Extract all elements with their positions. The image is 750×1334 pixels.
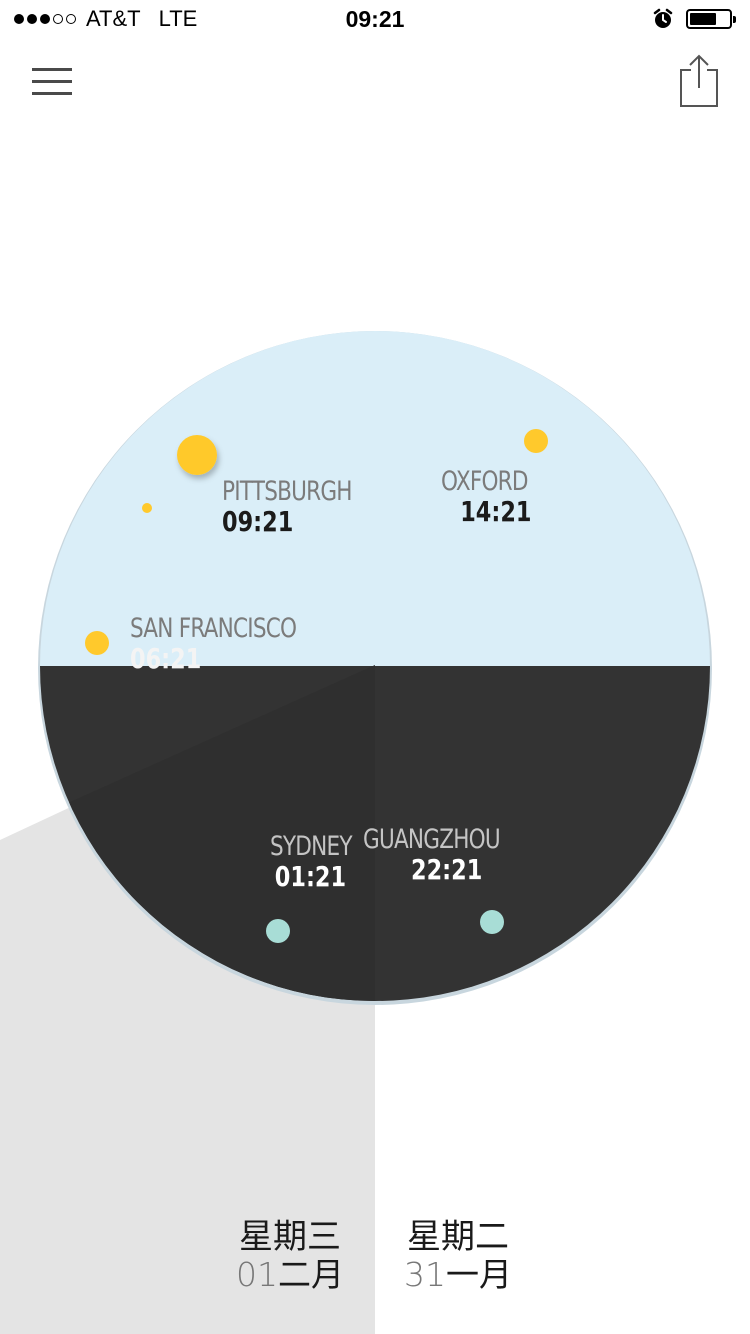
small-sun-icon [142,503,152,513]
weekday-label: 星期二 [407,1217,509,1257]
san-francisco-sun-icon [85,631,109,655]
city-oxford[interactable]: OXFORD 14:21 [441,466,554,528]
city-guangzhou[interactable]: GUANGZHOU 22:21 [363,824,534,886]
city-name: SYDNEY [270,831,353,862]
network-type: LTE [158,6,198,31]
day-number: 31 [404,1255,446,1294]
oxford-sun-icon [524,429,548,453]
battery-icon [686,9,736,29]
weekday-label: 星期三 [239,1217,341,1257]
signal-strength-icon [14,14,76,24]
city-time: 09:21 [222,505,294,538]
city-time: 01:21 [274,860,347,893]
date-label: 31一月 [404,1256,512,1294]
carrier-name: AT&T [86,6,141,31]
status-bar: AT&T LTE 09:21 [0,0,750,40]
city-name: SAN FRANCISCO [130,613,297,644]
city-time: 22:21 [411,853,483,886]
hamburger-menu-icon [32,68,72,71]
carrier-info: AT&T LTE [14,6,197,32]
pittsburgh-sun-icon [177,435,217,475]
status-time: 09:21 [345,6,405,32]
alarm-clock-icon [653,8,673,28]
sydney-moon-icon [266,919,290,943]
city-time: 14:21 [460,495,532,528]
month-label: 一月 [446,1255,512,1294]
share-button[interactable] [674,52,724,112]
date-today: 星期三 01二月 [236,1218,344,1294]
city-name: PITTSBURGH [222,476,353,507]
share-icon [680,54,718,107]
city-sydney[interactable]: SYDNEY 01:21 [270,831,372,893]
date-yesterday: 星期二 31一月 [404,1218,512,1294]
menu-button[interactable] [30,66,74,98]
city-name: OXFORD [441,466,528,497]
city-name: GUANGZHOU [363,824,501,855]
city-time: 06:21 [130,642,202,675]
month-label: 二月 [278,1255,344,1294]
day-number: 01 [236,1255,278,1294]
city-san-francisco[interactable]: SAN FRANCISCO 06:21 [130,613,338,675]
city-pittsburgh[interactable]: PITTSBURGH 09:21 [222,476,384,538]
date-label: 01二月 [236,1256,344,1294]
guangzhou-moon-icon [480,910,504,934]
